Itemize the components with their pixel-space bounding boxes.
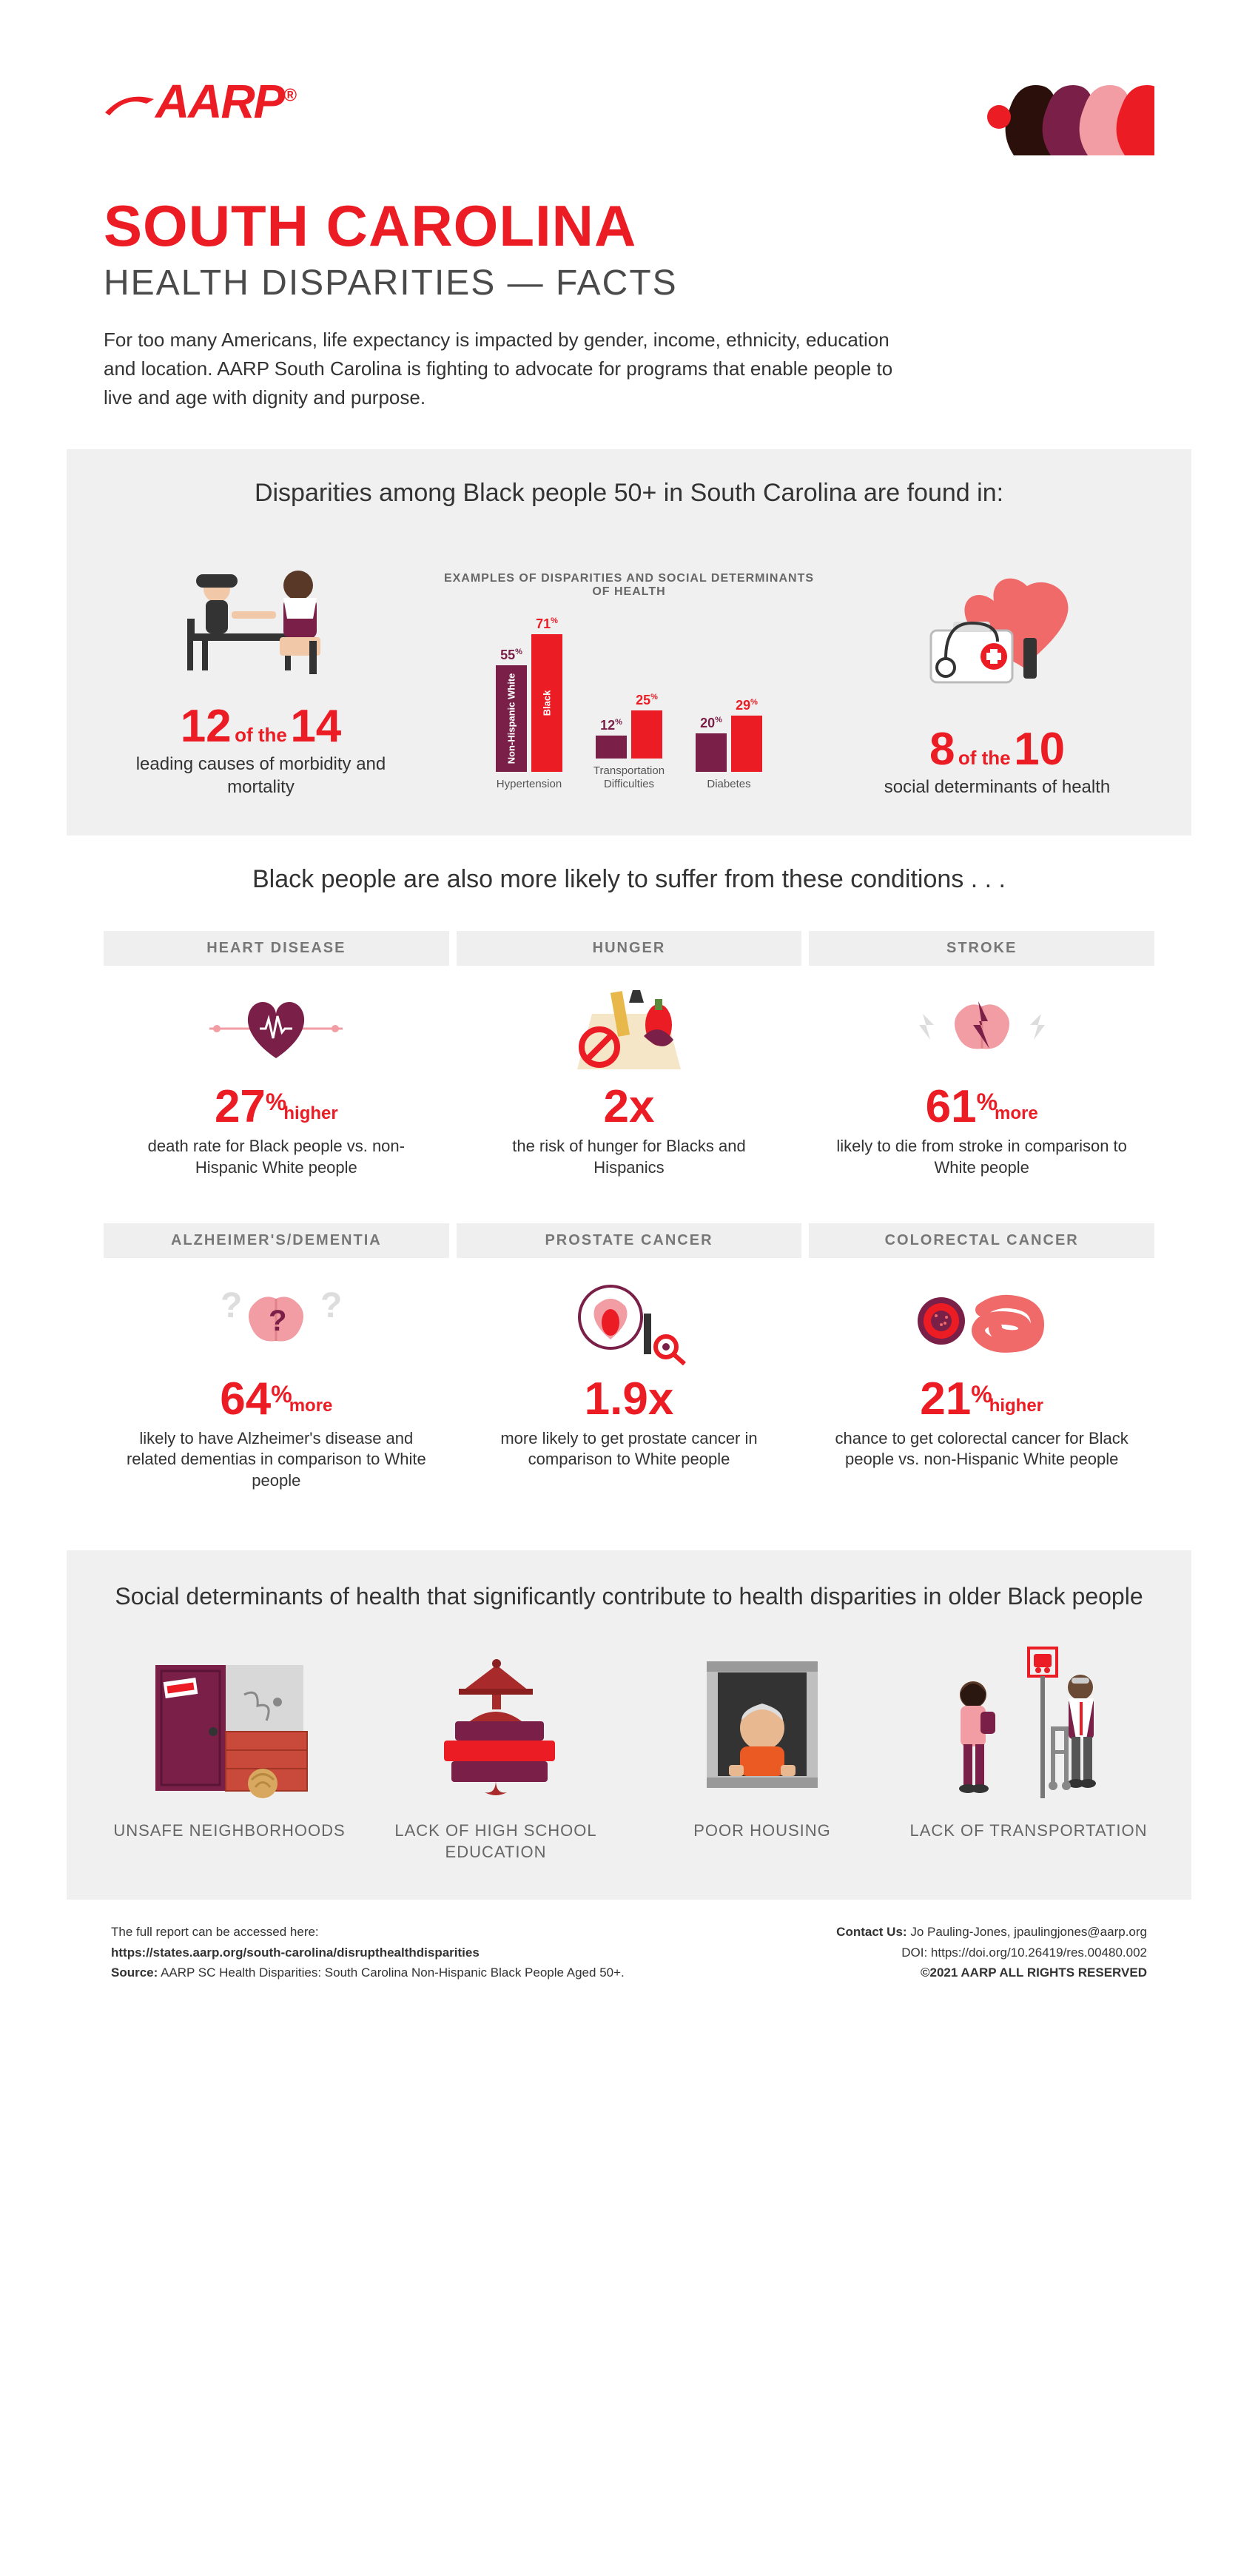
heart-medical-icon bbox=[840, 560, 1154, 708]
condition-header: HUNGER bbox=[457, 931, 802, 966]
condition-header: STROKE bbox=[809, 931, 1154, 966]
prostate-icon bbox=[479, 1273, 780, 1369]
window-icon bbox=[636, 1643, 888, 1806]
condition-header: HEART DISEASE bbox=[104, 931, 449, 966]
condition-stat: 2x bbox=[604, 1084, 655, 1130]
condition-desc: the risk of hunger for Blacks and Hispan… bbox=[479, 1136, 780, 1178]
determinant-label: UNSAFE NEIGHBORHOODS bbox=[104, 1820, 355, 1842]
doctor-patient-icon bbox=[104, 537, 418, 685]
determinant-item: LACK OF TRANSPORTATION bbox=[903, 1643, 1154, 1863]
condition-header: COLORECTAL CANCER bbox=[809, 1223, 1154, 1258]
stat-morbidity: 12 of the 14 leading causes of morbidity… bbox=[104, 537, 418, 798]
condition-card: COLORECTAL CANCER 21%higher chance to get … bbox=[809, 1208, 1154, 1514]
condition-desc: likely to have Alzheimer's disease and r… bbox=[126, 1428, 427, 1492]
determinant-label: POOR HOUSING bbox=[636, 1820, 888, 1842]
header-row: AARP® bbox=[104, 74, 1154, 163]
condition-desc: chance to get colorectal cancer for Blac… bbox=[831, 1428, 1132, 1470]
bar: 55%Non-Hispanic White bbox=[496, 665, 527, 772]
svg-text:?: ? bbox=[221, 1286, 242, 1325]
condition-stat: 1.9x bbox=[585, 1376, 674, 1422]
svg-text:?: ? bbox=[320, 1286, 342, 1325]
disparity-bar-chart: EXAMPLES OF DISPARITIES AND SOCIAL DETER… bbox=[440, 572, 818, 798]
aarp-logo: AARP® bbox=[104, 74, 295, 129]
hunger-icon bbox=[479, 981, 780, 1077]
condition-card: HEART DISEASE 27%higher death rate for Bla… bbox=[104, 916, 449, 1200]
determinant-item: POOR HOUSING bbox=[636, 1643, 888, 1863]
bar: 25% bbox=[631, 710, 662, 759]
disparities-band: Disparities among Black people 50+ in So… bbox=[67, 449, 1191, 835]
determinant-label: LACK OF TRANSPORTATION bbox=[903, 1820, 1154, 1842]
condition-desc: likely to die from stroke in comparison … bbox=[831, 1136, 1132, 1178]
svg-text:?: ? bbox=[269, 1305, 286, 1337]
determinants-band: Social determinants of health that signi… bbox=[67, 1550, 1191, 1900]
bar: 29% bbox=[731, 716, 762, 772]
heart-icon bbox=[126, 981, 427, 1077]
books-icon bbox=[370, 1643, 622, 1806]
stroke-icon bbox=[831, 981, 1132, 1077]
condition-card: STROKE 61%more likely to die from stroke i… bbox=[809, 916, 1154, 1200]
conditions-grid: HEART DISEASE 27%higher death rate for Bla… bbox=[104, 916, 1154, 1513]
bar-group: 20%29%Diabetes bbox=[696, 616, 762, 791]
conditions-title: Black people are also more likely to suf… bbox=[104, 865, 1154, 894]
condition-desc: death rate for Black people vs. non-Hisp… bbox=[126, 1136, 427, 1178]
colon-icon bbox=[831, 1273, 1132, 1369]
condition-card: PROSTATE CANCER 1.9x more likely to get pr… bbox=[457, 1208, 802, 1514]
condition-stat: 21%higher bbox=[920, 1376, 1043, 1422]
determinants-title: Social determinants of health that signi… bbox=[104, 1580, 1154, 1613]
determinant-label: LACK OF HIGH SCHOOL EDUCATION bbox=[370, 1820, 622, 1863]
bar-group: 12%25%Transportation Difficulties bbox=[592, 603, 666, 791]
stat-determinants: 8 of the 10 social determinants of healt… bbox=[840, 560, 1154, 798]
bar-group: 55%Non-Hispanic White71%BlackHypertensio… bbox=[496, 616, 562, 791]
intro-text: For too many Americans, life expectancy … bbox=[104, 326, 918, 412]
bar: 12% bbox=[596, 736, 627, 759]
bus-stop-icon bbox=[903, 1643, 1154, 1806]
condition-stat: 64%more bbox=[220, 1376, 332, 1422]
condition-desc: more likely to get prostate cancer in co… bbox=[479, 1428, 780, 1470]
determinant-item: UNSAFE NEIGHBORHOODS bbox=[104, 1643, 355, 1863]
condition-stat: 61%more bbox=[926, 1084, 1038, 1130]
dementia-icon: ??? bbox=[126, 1273, 427, 1369]
condition-card: HUNGER 2x the risk of hunger for Blacks an… bbox=[457, 916, 802, 1200]
determinant-item: LACK OF HIGH SCHOOL EDUCATION bbox=[370, 1643, 622, 1863]
bar: 71%Black bbox=[531, 634, 562, 772]
title-main: SOUTH CAROLINA bbox=[104, 192, 1154, 260]
section1-title: Disparities among Black people 50+ in So… bbox=[104, 479, 1154, 508]
profile-silhouettes-icon bbox=[977, 74, 1154, 163]
footer: The full report can be accessed here: ht… bbox=[104, 1922, 1154, 1983]
title-sub: HEALTH DISPARITIES — FACTS bbox=[104, 263, 1154, 303]
condition-stat: 27%higher bbox=[215, 1084, 338, 1130]
condition-header: PROSTATE CANCER bbox=[457, 1223, 802, 1258]
door-icon bbox=[104, 1643, 355, 1806]
bar: 20% bbox=[696, 733, 727, 773]
condition-header: ALZHEIMER'S/DEMENTIA bbox=[104, 1223, 449, 1258]
condition-card: ALZHEIMER'S/DEMENTIA??? 64%more likely to … bbox=[104, 1208, 449, 1514]
